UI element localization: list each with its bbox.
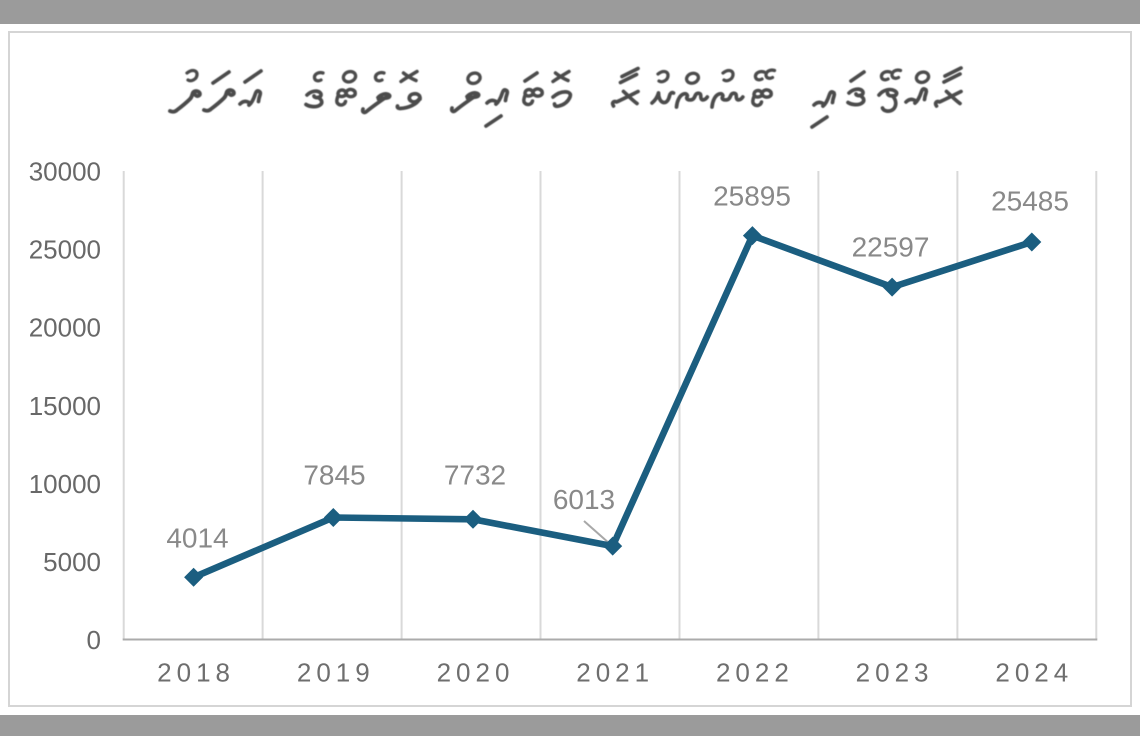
svg-text:5000: 5000 bbox=[43, 547, 101, 577]
svg-text:2021: 2021 bbox=[576, 658, 654, 688]
svg-text:15000: 15000 bbox=[29, 391, 101, 421]
svg-text:0: 0 bbox=[87, 625, 101, 655]
svg-text:25000: 25000 bbox=[29, 235, 101, 265]
svg-text:10000: 10000 bbox=[29, 469, 101, 499]
svg-text:7732: 7732 bbox=[444, 460, 506, 491]
svg-text:22597: 22597 bbox=[852, 232, 930, 263]
svg-text:2020: 2020 bbox=[437, 658, 515, 688]
svg-text:2023: 2023 bbox=[856, 658, 934, 688]
svg-text:30000: 30000 bbox=[29, 157, 101, 187]
svg-text:6013: 6013 bbox=[553, 484, 615, 515]
svg-text:25895: 25895 bbox=[713, 181, 791, 212]
svg-text:25485: 25485 bbox=[991, 186, 1069, 217]
svg-text:2022: 2022 bbox=[716, 658, 794, 688]
svg-text:2019: 2019 bbox=[297, 658, 375, 688]
svg-text:2018: 2018 bbox=[157, 658, 235, 688]
svg-text:2024: 2024 bbox=[995, 658, 1073, 688]
svg-text:4014: 4014 bbox=[166, 523, 228, 554]
svg-text:7845: 7845 bbox=[303, 460, 365, 491]
svg-text:20000: 20000 bbox=[29, 313, 101, 343]
